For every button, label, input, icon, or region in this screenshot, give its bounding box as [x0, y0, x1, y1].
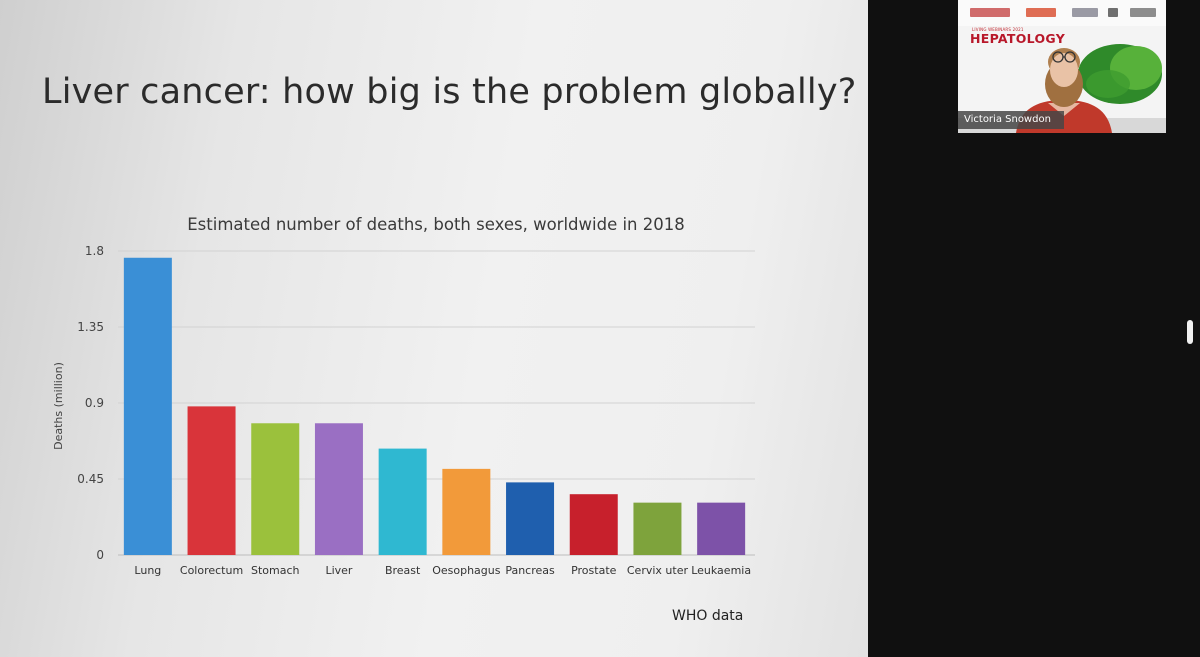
x-tick-label: Oesophagus [432, 564, 501, 577]
bar-oesophagus [442, 468, 491, 555]
medical-school-logo [1026, 8, 1056, 17]
y-axis-label: Deaths (million) [52, 362, 65, 450]
x-tick-label: Leukaemia [691, 564, 751, 577]
slide-title: Liver cancer: how big is the problem glo… [42, 72, 857, 112]
x-tick-label: Breast [385, 564, 421, 577]
bar-stomach [251, 423, 300, 555]
bar-leukaemia [697, 502, 746, 555]
x-tick-label: Stomach [251, 564, 300, 577]
x-tick-label: Pancreas [505, 564, 555, 577]
y-tick-label: 0.9 [85, 396, 104, 410]
x-tick-label: Cervix uter [627, 564, 689, 577]
bar-breast [378, 448, 427, 555]
bar-liver [314, 423, 363, 555]
bar-chart: Estimated number of deaths, both sexes, … [52, 215, 755, 577]
speaker-video-feed[interactable]: LIVING WEBINARS 2021 HEPATOLOGY Victoria… [958, 0, 1166, 133]
university-logo [970, 8, 1010, 17]
bar-colorectum [187, 406, 236, 555]
event-title: HEPATOLOGY [970, 31, 1066, 46]
bar-pancreas [506, 482, 555, 555]
x-tick-label: Liver [325, 564, 352, 577]
x-tick-label: Colorectum [180, 564, 243, 577]
royal-college-logo [1072, 8, 1098, 17]
x-tick-label: Lung [134, 564, 161, 577]
presentation-slide: Liver cancer: how big is the problem glo… [0, 0, 868, 657]
sponsor-logos-strip [958, 0, 1166, 26]
bar-lung [123, 257, 172, 555]
partner-logo [1130, 8, 1156, 17]
event-series-text: LIVING WEBINARS 2021 [972, 27, 1024, 32]
source-note: WHO data [672, 608, 744, 624]
liver-illustration [1078, 44, 1162, 104]
chart-title: Estimated number of deaths, both sexes, … [187, 215, 685, 234]
scroll-handle[interactable] [1187, 320, 1193, 344]
speaker-name-label: Victoria Snowdon [958, 111, 1064, 129]
y-tick-label: 1.35 [77, 320, 104, 334]
bar-prostate [569, 494, 618, 555]
institute-logo [1108, 8, 1118, 17]
y-tick-label: 0 [96, 548, 104, 562]
x-tick-label: Prostate [571, 564, 617, 577]
y-tick-label: 0.45 [77, 472, 104, 486]
bar-cervix-uteri [633, 502, 682, 555]
y-tick-label: 1.8 [85, 244, 104, 258]
